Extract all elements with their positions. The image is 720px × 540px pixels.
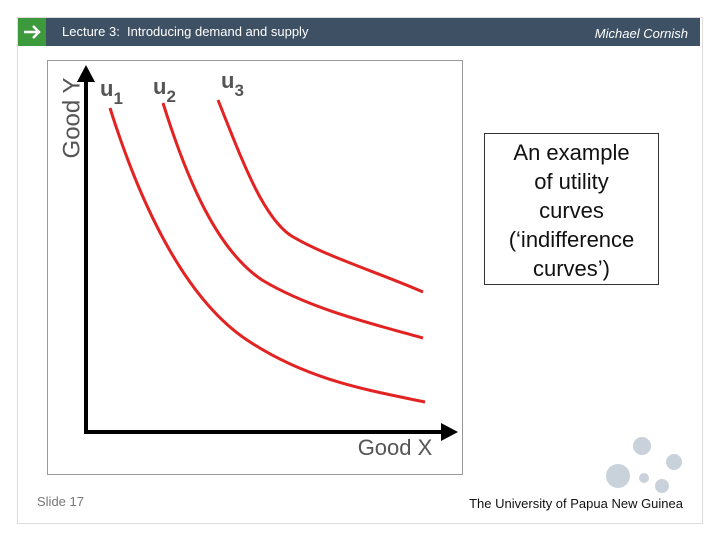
header-author: Michael Cornish — [594, 26, 688, 41]
slide-number: Slide 17 — [37, 494, 84, 509]
decoration — [606, 437, 682, 493]
curve-label: u2 — [153, 74, 176, 106]
caption-line: (‘indifference — [508, 227, 635, 252]
curve-subscript: 3 — [234, 81, 243, 100]
caption-line: of utility — [534, 169, 609, 194]
curve-letter: u — [153, 74, 166, 99]
header-title: Lecture 3: Introducing demand and supply — [62, 24, 309, 39]
caption-line: curves’) — [532, 256, 610, 281]
institution: The University of Papua New Guinea — [469, 496, 683, 511]
y-axis-label: Good Y — [58, 78, 85, 159]
curve-subscript: 1 — [113, 89, 122, 108]
curve-letter: u — [221, 68, 234, 93]
x-axis-label: Good X — [358, 435, 433, 460]
header-bar — [18, 18, 700, 46]
caption-box: An example of utility curves (‘indifference… — [484, 133, 659, 285]
header-icon — [18, 18, 46, 46]
curve-label: u1 — [100, 76, 123, 108]
curve-letter: u — [100, 76, 113, 101]
figure: Good Y Good X u1 u2 u3 — [47, 60, 463, 475]
caption-line: curves — [539, 198, 604, 223]
slide-border — [17, 17, 703, 524]
curve-subscript: 2 — [166, 87, 175, 106]
caption-line: An example — [513, 140, 630, 165]
curve-label: u3 — [221, 68, 244, 100]
